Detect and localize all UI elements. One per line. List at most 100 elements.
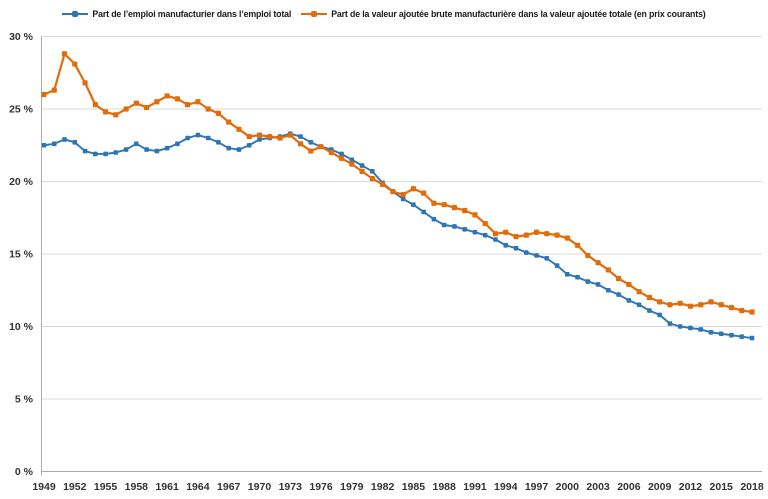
series-marker-valeur-ajoutee <box>544 231 550 237</box>
series-marker-valeur-ajoutee <box>390 189 396 195</box>
series-marker-valeur-ajoutee <box>102 109 109 115</box>
series-marker-emploi <box>246 142 252 148</box>
series-marker-emploi <box>677 324 683 329</box>
series-marker-valeur-ajoutee <box>492 231 499 237</box>
x-tick-label: 2015 <box>710 481 734 493</box>
y-tick-label: 0 % <box>15 466 34 478</box>
series-marker-emploi <box>359 163 365 168</box>
series-marker-valeur-ajoutee <box>256 132 263 138</box>
series-marker-valeur-ajoutee <box>297 141 304 147</box>
x-tick-label: 1979 <box>340 481 364 493</box>
x-tick-label: 1952 <box>63 481 87 493</box>
x-tick-label: 2003 <box>586 481 610 493</box>
legend-label-employment-share: Part de l’emploi manufacturier dans l’em… <box>92 9 292 19</box>
series-marker-emploi <box>626 298 632 303</box>
series-marker-emploi <box>41 142 47 148</box>
series-marker-emploi <box>452 224 457 229</box>
series-marker-valeur-ajoutee <box>431 200 437 206</box>
series-marker-emploi <box>718 331 724 337</box>
series-marker-valeur-ajoutee <box>462 207 468 214</box>
y-tick-label: 30 % <box>9 31 34 43</box>
series-marker-valeur-ajoutee <box>328 149 334 156</box>
series-marker-valeur-ajoutee <box>482 220 488 227</box>
series-marker-valeur-ajoutee <box>503 229 509 235</box>
series-marker-emploi <box>482 232 488 238</box>
x-tick-label: 2018 <box>740 481 764 493</box>
series-marker-emploi <box>93 151 98 157</box>
series-marker-valeur-ajoutee <box>338 155 345 161</box>
series-marker-valeur-ajoutee <box>616 276 622 282</box>
series-marker-valeur-ajoutee <box>154 99 160 105</box>
series-marker-emploi <box>185 135 190 141</box>
series-marker-valeur-ajoutee <box>657 299 663 305</box>
series-marker-valeur-ajoutee <box>246 133 252 140</box>
x-tick-label: 1964 <box>186 481 210 493</box>
series-marker-valeur-ajoutee <box>164 93 170 99</box>
series-marker-valeur-ajoutee <box>421 190 427 196</box>
series-marker-valeur-ajoutee <box>61 51 68 57</box>
x-tick-label: 1982 <box>371 481 395 493</box>
series-marker-emploi <box>647 308 652 313</box>
series-marker-emploi <box>205 135 211 141</box>
series-line-valeur-ajoutee <box>43 52 753 314</box>
series-marker-emploi <box>134 141 139 147</box>
series-marker-emploi <box>164 145 170 151</box>
series-marker-emploi <box>503 243 509 248</box>
legend-item-employment-share: Part de l’emploi manufacturier dans l’em… <box>62 9 291 19</box>
series-marker-emploi <box>431 216 437 222</box>
series-marker-emploi <box>667 321 673 326</box>
series-marker-emploi <box>493 237 498 242</box>
legend-marker-value-added-share-icon <box>301 10 328 18</box>
series-line-emploi <box>43 132 753 340</box>
series-marker-valeur-ajoutee <box>687 303 694 309</box>
series-marker-emploi <box>534 253 539 258</box>
series-marker-valeur-ajoutee <box>595 260 601 266</box>
series-marker-valeur-ajoutee <box>133 100 139 106</box>
series-marker-emploi <box>339 151 344 157</box>
series-marker-emploi <box>729 332 734 338</box>
series-marker-emploi <box>698 327 703 332</box>
series-marker-valeur-ajoutee <box>523 232 529 238</box>
series-marker-valeur-ajoutee <box>739 307 745 314</box>
series-marker-valeur-ajoutee <box>349 161 355 167</box>
series-marker-emploi <box>441 222 447 228</box>
series-marker-emploi <box>226 145 231 151</box>
y-tick-label: 10 % <box>9 321 34 333</box>
series-marker-valeur-ajoutee <box>51 87 57 93</box>
series-marker-valeur-ajoutee <box>749 309 755 315</box>
series-marker-valeur-ajoutee <box>41 91 47 98</box>
series-marker-valeur-ajoutee <box>718 302 724 308</box>
series-marker-emploi <box>472 229 478 235</box>
series-marker-valeur-ajoutee <box>513 234 519 240</box>
x-tick-label: 1961 <box>155 481 179 493</box>
series-marker-emploi <box>51 141 57 147</box>
series-marker-valeur-ajoutee <box>636 289 642 295</box>
series-marker-valeur-ajoutee <box>215 110 222 116</box>
x-tick-label: 1967 <box>217 481 241 493</box>
series-marker-emploi <box>636 302 642 308</box>
x-tick-label: 2006 <box>617 481 641 493</box>
x-tick-label: 1949 <box>32 481 56 493</box>
series-marker-valeur-ajoutee <box>554 232 560 238</box>
series-marker-emploi <box>616 292 621 297</box>
series-marker-valeur-ajoutee <box>226 119 232 125</box>
series-marker-emploi <box>565 272 570 277</box>
legend-item-value-added-share: Part de la valeur ajoutée brute manufact… <box>301 9 706 19</box>
series-marker-emploi <box>657 312 662 318</box>
series-marker-valeur-ajoutee <box>605 267 611 273</box>
series-marker-valeur-ajoutee <box>400 191 406 198</box>
x-tick-label: 1976 <box>309 481 333 493</box>
series-marker-emploi <box>606 287 611 293</box>
series-marker-emploi <box>400 196 406 202</box>
series-marker-valeur-ajoutee <box>698 302 704 308</box>
series-marker-valeur-ajoutee <box>308 148 314 154</box>
legend-label-value-added-share: Part de la valeur ajoutée brute manufact… <box>331 9 706 19</box>
x-tick-label: 2009 <box>648 481 672 493</box>
series-marker-valeur-ajoutee <box>646 294 652 301</box>
x-tick-label: 1991 <box>463 481 487 493</box>
series-marker-valeur-ajoutee <box>728 305 735 311</box>
series-marker-emploi <box>554 263 560 268</box>
series-marker-valeur-ajoutee <box>585 252 591 259</box>
